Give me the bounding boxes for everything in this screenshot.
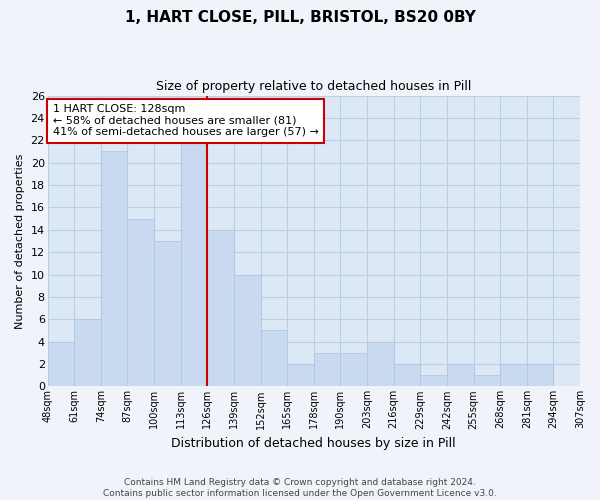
Text: Contains HM Land Registry data © Crown copyright and database right 2024.
Contai: Contains HM Land Registry data © Crown c… — [103, 478, 497, 498]
Bar — [74, 320, 101, 386]
Bar — [287, 364, 314, 386]
Bar — [154, 241, 181, 386]
Bar — [127, 218, 154, 386]
X-axis label: Distribution of detached houses by size in Pill: Distribution of detached houses by size … — [172, 437, 456, 450]
Bar — [260, 330, 287, 386]
Bar — [367, 342, 394, 386]
Text: 1, HART CLOSE, PILL, BRISTOL, BS20 0BY: 1, HART CLOSE, PILL, BRISTOL, BS20 0BY — [125, 10, 475, 25]
Bar — [394, 364, 420, 386]
Text: 1 HART CLOSE: 128sqm
← 58% of detached houses are smaller (81)
41% of semi-detac: 1 HART CLOSE: 128sqm ← 58% of detached h… — [53, 104, 319, 138]
Bar — [181, 140, 208, 386]
Bar — [101, 152, 127, 386]
Bar — [314, 353, 340, 386]
Bar — [47, 342, 74, 386]
Bar — [447, 364, 473, 386]
Title: Size of property relative to detached houses in Pill: Size of property relative to detached ho… — [156, 80, 472, 93]
Bar — [473, 375, 500, 386]
Y-axis label: Number of detached properties: Number of detached properties — [15, 154, 25, 328]
Bar — [527, 364, 553, 386]
Bar — [208, 230, 234, 386]
Bar — [500, 364, 527, 386]
Bar — [340, 353, 367, 386]
Bar — [234, 274, 260, 386]
Bar — [420, 375, 447, 386]
